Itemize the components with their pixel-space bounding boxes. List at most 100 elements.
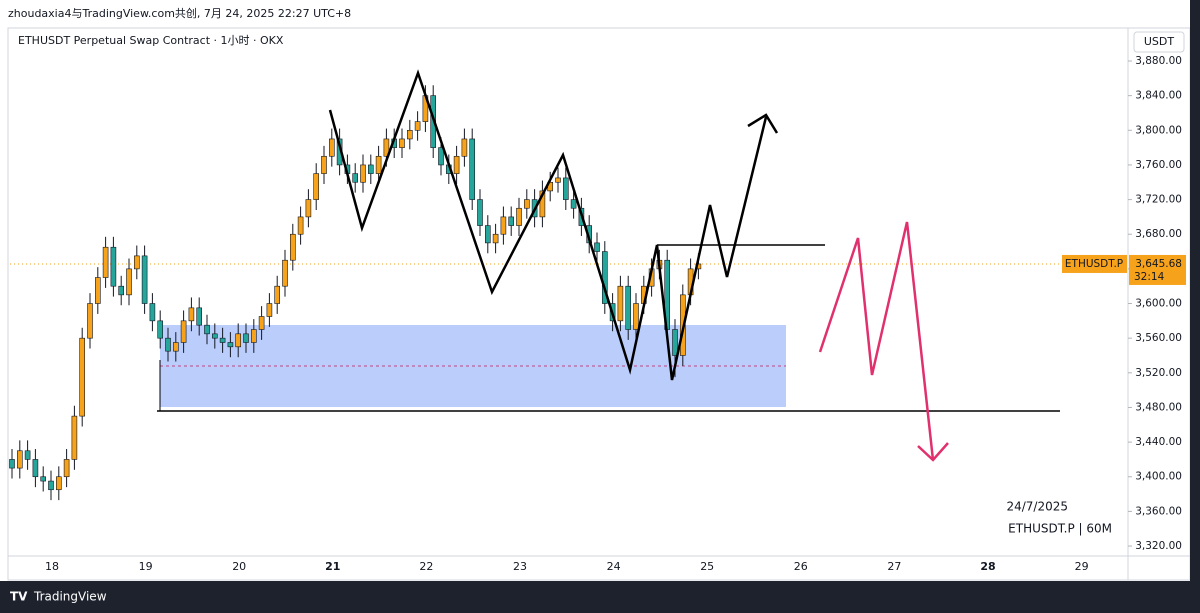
candle-body (469, 138, 476, 200)
y-tick-label: 3,440.00 (1135, 436, 1182, 448)
candle-body (134, 255, 140, 270)
candle-body (367, 164, 374, 174)
y-tick-label: 3,840.00 (1135, 90, 1182, 102)
candle-body (110, 246, 117, 287)
candle-body (71, 415, 78, 460)
candle-body (212, 333, 218, 339)
x-tick-label: 23 (513, 560, 527, 573)
candle-body (352, 173, 359, 183)
candle-body (126, 268, 132, 296)
annotation-symbol: ETHUSDT.P | 60M (1008, 522, 1112, 536)
candle-body (555, 177, 561, 183)
y-tick-label: 3,720.00 (1135, 194, 1182, 206)
x-tick-label: 20 (232, 560, 246, 573)
candle-body (188, 307, 195, 322)
candle-body (289, 233, 296, 261)
candle-body (438, 147, 444, 166)
candle-body (508, 216, 515, 226)
candle-body (196, 307, 202, 326)
projection-line (818, 221, 935, 461)
candle-body (562, 177, 569, 200)
candle-body (16, 450, 23, 469)
candle-body (243, 333, 249, 343)
x-tick-label: 22 (419, 560, 433, 573)
candle-body (87, 303, 93, 339)
candle-body (227, 342, 234, 348)
x-tick-label: 18 (45, 560, 59, 573)
candle-body (95, 277, 101, 304)
y-tick-label: 3,400.00 (1135, 471, 1182, 483)
symbol-title: ETHUSDT Perpetual Swap Contract · 1小时 · … (18, 34, 284, 47)
y-tick-label: 3,560.00 (1135, 332, 1182, 344)
candle-body (48, 480, 54, 491)
candle-body (570, 199, 577, 209)
price-tag-name: ETHUSDT.P (1065, 258, 1123, 270)
candle-body (313, 173, 320, 200)
candle-body (375, 155, 382, 174)
footer-brand: TradingView (33, 590, 107, 604)
price-tag-name-box (1062, 254, 1127, 273)
price-tag-value: 3,645.68 (1135, 258, 1182, 270)
candle-body (157, 320, 163, 339)
arrow-head (747, 113, 779, 134)
top-bar (0, 0, 1200, 28)
candle-body (258, 316, 265, 330)
candle-body (149, 303, 156, 322)
candle-body (173, 342, 179, 352)
candle-body (633, 303, 639, 330)
candle-body (141, 255, 148, 304)
y-tick-label: 3,800.00 (1135, 124, 1182, 136)
candle-body (383, 138, 390, 157)
candle-body (274, 285, 281, 304)
pattern-line (328, 69, 768, 381)
x-tick-label: 29 (1075, 560, 1089, 573)
y-tick-label: 3,760.00 (1135, 159, 1182, 171)
footer-logo: TV (10, 590, 28, 604)
candle-body (617, 285, 624, 322)
projection-arrow (917, 442, 949, 462)
x-tick-label: 19 (139, 560, 153, 573)
candle-body (251, 329, 257, 343)
x-tick-label: 28 (980, 560, 995, 573)
y-tick-label: 3,520.00 (1135, 367, 1182, 379)
candle-body (235, 333, 241, 348)
candle-body (406, 129, 413, 140)
candle-body (165, 337, 171, 352)
candle-body (219, 337, 226, 343)
candle-body (180, 320, 187, 343)
currency: USDT (1144, 35, 1175, 48)
y-tick-label: 3,480.00 (1135, 401, 1182, 413)
y-tick-label: 3,880.00 (1135, 55, 1182, 67)
candle-body (500, 216, 507, 235)
right-edge (1190, 0, 1200, 613)
candle-body (453, 155, 460, 174)
footer-bar (0, 581, 1200, 613)
candle-body (672, 329, 678, 356)
candle-body (539, 190, 546, 218)
y-tick-label: 3,320.00 (1135, 540, 1182, 552)
x-tick-label: 26 (794, 560, 808, 573)
price-tag-countdown: 32:14 (1134, 271, 1165, 283)
candle-body (282, 259, 288, 287)
candle-body (492, 233, 499, 244)
candle-body (24, 450, 31, 460)
y-tick-label: 3,680.00 (1135, 228, 1182, 240)
candle-body (461, 138, 468, 157)
candle-body (118, 285, 124, 296)
price-tag-box (1129, 254, 1186, 285)
x-tick-label: 21 (325, 560, 340, 573)
candle-body (32, 459, 39, 478)
annotation-date: 24/7/2025 (1006, 500, 1068, 514)
candle-body (266, 303, 273, 317)
candle-body (625, 285, 632, 330)
candle-body (399, 138, 405, 148)
candle-body (79, 337, 85, 417)
candle-body (360, 164, 366, 183)
candle-body (55, 476, 62, 491)
candle-body (305, 199, 312, 218)
x-tick-label: 25 (700, 560, 714, 573)
candle-body (63, 459, 70, 478)
y-tick-label: 3,360.00 (1135, 505, 1182, 517)
